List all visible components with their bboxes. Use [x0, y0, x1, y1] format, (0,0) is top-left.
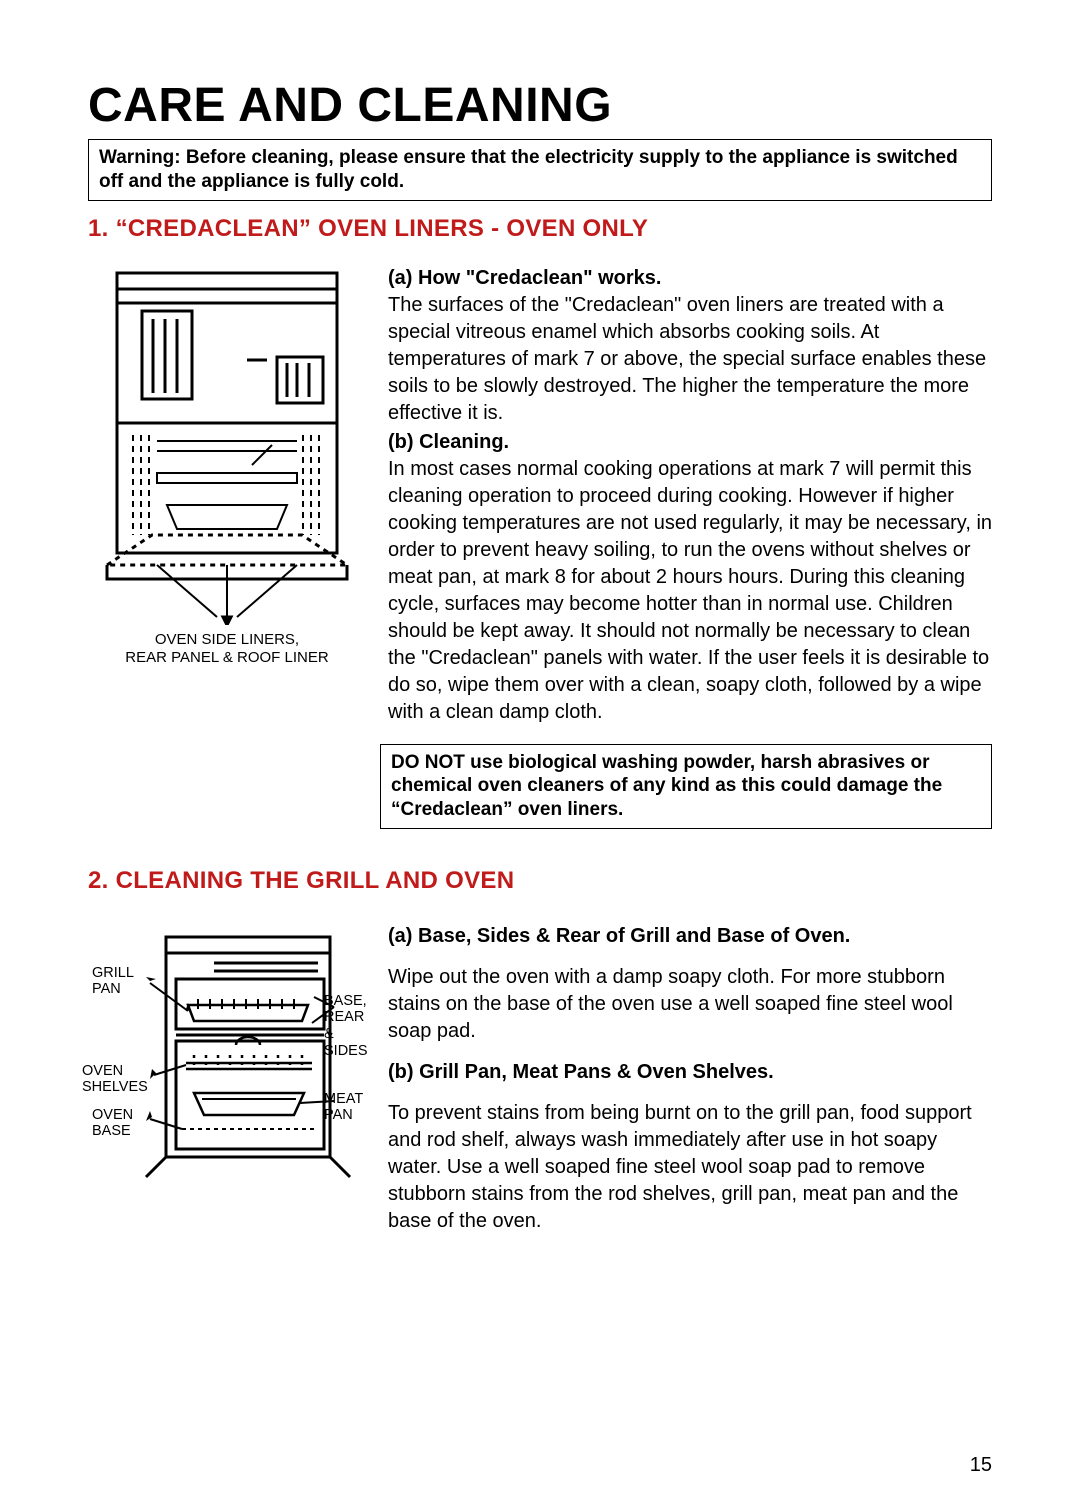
warning-box: Warning: Before cleaning, please ensure …	[88, 139, 992, 201]
section1-figure: OVEN SIDE LINERS, REAR PANEL & ROOF LINE…	[88, 265, 366, 726]
section2-subA-label: (a) Base, Sides & Rear of Grill and Base…	[388, 923, 992, 950]
section2-subB-label: (b) Grill Pan, Meat Pans & Oven Shelves.	[388, 1059, 992, 1086]
section2-body: GRILLPAN BASE,REAR &SIDES OVENSHELVES ME…	[88, 923, 992, 1235]
label-meat-pan: MEATPAN	[324, 1091, 363, 1124]
section2-heading: 2. CLEANING THE GRILL AND OVEN	[88, 867, 992, 895]
figure1-caption-line2: REAR PANEL & ROOF LINER	[125, 649, 328, 666]
grill-oven-diagram	[102, 923, 362, 1183]
caution-box: DO NOT use biological washing powder, ha…	[380, 744, 992, 829]
section1-subA-label: (a) How "Credaclean" works.	[388, 265, 992, 292]
section2-textcol: (a) Base, Sides & Rear of Grill and Base…	[388, 923, 992, 1235]
section2-subA-text: Wipe out the oven with a damp soapy clot…	[388, 964, 992, 1045]
oven-liner-diagram	[97, 265, 357, 625]
label-base-rear-sides: BASE,REAR &SIDES	[324, 993, 368, 1060]
section1-subB-label: (b) Cleaning.	[388, 429, 992, 456]
page-number: 15	[970, 1454, 992, 1477]
section1-textcol: (a) How "Credaclean" works. The surfaces…	[388, 265, 992, 726]
section2-figure: GRILLPAN BASE,REAR &SIDES OVENSHELVES ME…	[88, 923, 366, 1235]
section1-subB-text: In most cases normal cooking operations …	[388, 456, 992, 726]
label-oven-base: OVENBASE	[92, 1107, 133, 1140]
page-title: CARE AND CLEANING	[88, 78, 992, 133]
figure1-caption: OVEN SIDE LINERS, REAR PANEL & ROOF LINE…	[125, 631, 328, 667]
section2-subB-text: To prevent stains from being burnt on to…	[388, 1100, 992, 1235]
figure1-caption-line1: OVEN SIDE LINERS,	[155, 631, 299, 648]
section1-heading: 1. “CREDACLEAN” OVEN LINERS - OVEN ONLY	[88, 215, 992, 243]
label-grill-pan: GRILLPAN	[92, 965, 134, 998]
section1-subA-text: The surfaces of the "Credaclean" oven li…	[388, 292, 992, 427]
section1-body: OVEN SIDE LINERS, REAR PANEL & ROOF LINE…	[88, 265, 992, 726]
label-oven-shelves: OVENSHELVES	[82, 1063, 148, 1096]
